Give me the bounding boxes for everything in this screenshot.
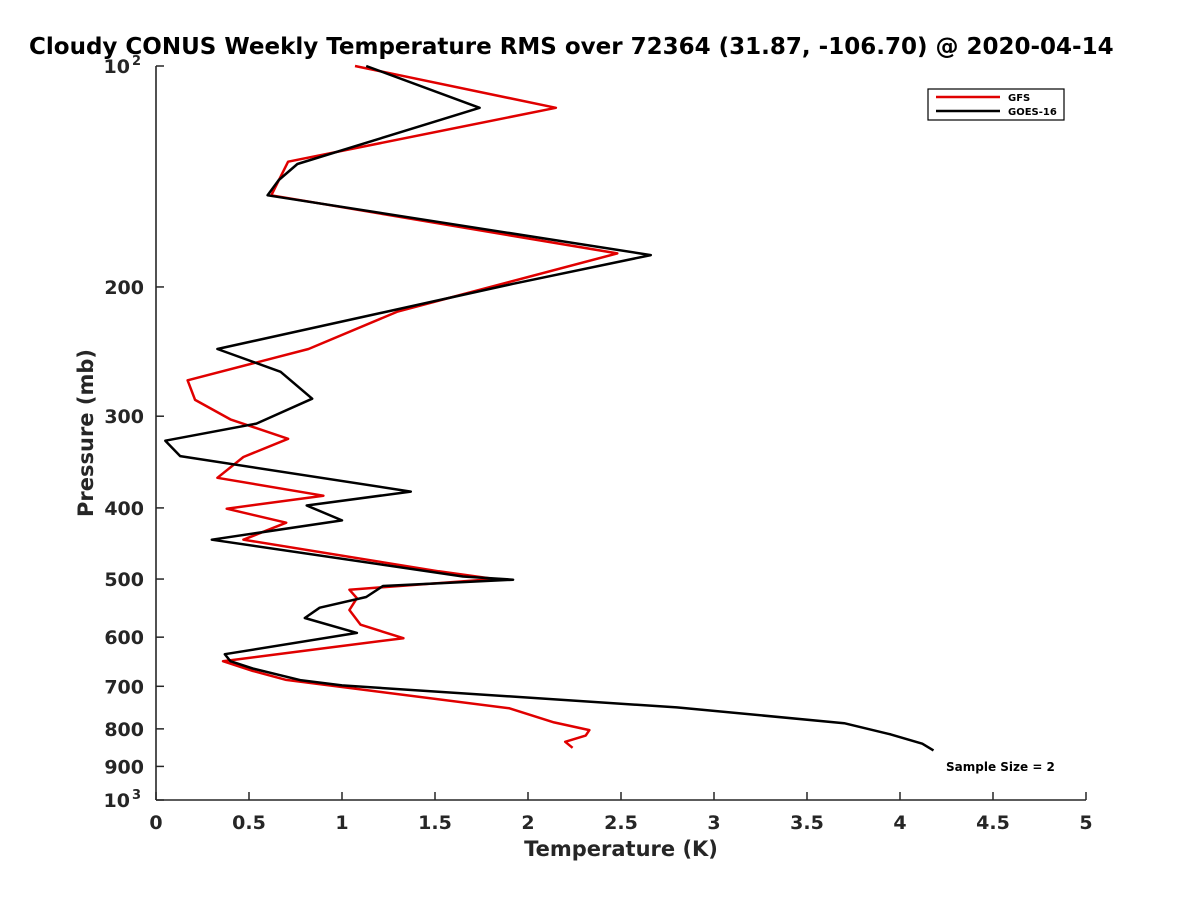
x-tick-label: 1.5 <box>418 812 452 834</box>
y-tick-exponent: 2 <box>132 54 141 69</box>
y-tick-label: 500 <box>104 569 144 591</box>
y-tick-label: 10 <box>104 790 130 812</box>
x-tick-label: 1 <box>335 812 348 834</box>
legend-label-goes16: GOES-16 <box>1008 107 1057 118</box>
y-tick-label: 400 <box>104 498 144 520</box>
y-axis-title: Pressure (mb) <box>74 349 98 517</box>
y-tick-label: 10 <box>104 56 130 78</box>
y-tick-label: 700 <box>104 676 144 698</box>
series-lines <box>164 64 935 752</box>
y-tick-exponent: 3 <box>132 788 141 803</box>
series-line-gfs <box>186 64 619 749</box>
plot-area <box>155 66 1086 801</box>
x-tick-label: 5 <box>1079 812 1092 834</box>
y-tick-label: 200 <box>104 277 144 299</box>
x-tick-label: 2.5 <box>604 812 638 834</box>
x-tick-label: 2 <box>521 812 534 834</box>
x-tick-label: 3.5 <box>790 812 824 834</box>
y-tick-label: 800 <box>104 719 144 741</box>
sample-size-annotation: Sample Size = 2 <box>946 760 1055 774</box>
x-tick-label: 4.5 <box>976 812 1010 834</box>
series-line-goes16 <box>164 64 935 752</box>
y-tick-label: 900 <box>104 756 144 778</box>
chart-title: Cloudy CONUS Weekly Temperature RMS over… <box>29 34 1114 60</box>
x-tick-label: 0.5 <box>232 812 266 834</box>
legend: GFS GOES-16 <box>927 88 1065 121</box>
x-axis-title: Temperature (K) <box>524 837 718 861</box>
legend-label-gfs: GFS <box>1008 93 1030 104</box>
x-axis-ticks: 0 0.5 1 1.5 2 2.5 3 3.5 4 4.5 5 <box>149 792 1093 834</box>
y-tick-label: 300 <box>104 406 144 428</box>
y-tick-label: 600 <box>104 627 144 649</box>
x-tick-label: 4 <box>893 812 906 834</box>
x-tick-label: 3 <box>707 812 720 834</box>
x-tick-label: 0 <box>149 812 162 834</box>
legend-box <box>927 88 1065 121</box>
